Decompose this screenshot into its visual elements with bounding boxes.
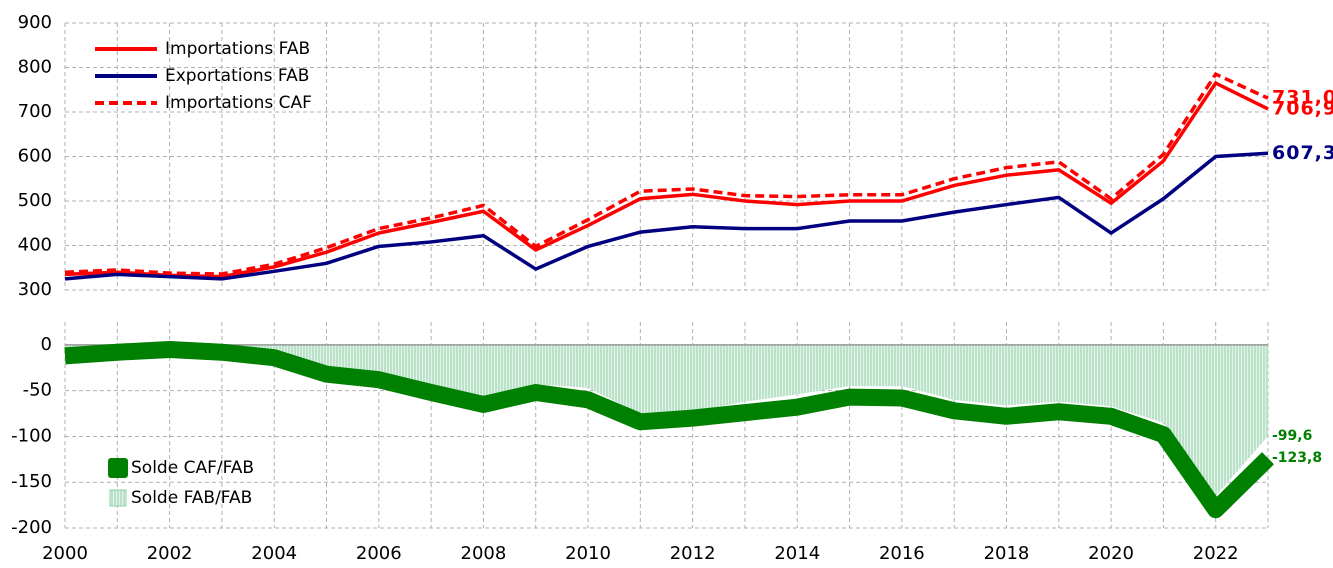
- x-tick-label: 2006: [356, 543, 402, 564]
- y-tick-label: 600: [18, 146, 52, 167]
- x-tick-label: 2022: [1193, 543, 1239, 564]
- y-tick-label: 0: [41, 334, 52, 355]
- legend-label: Solde FAB/FAB: [131, 488, 252, 508]
- line: [64, 80, 1269, 279]
- value-label: 731,0: [1272, 87, 1333, 109]
- y-tick-label: -200: [11, 517, 52, 538]
- y-tick-label: 500: [18, 190, 52, 211]
- y-tick-label: -100: [11, 425, 52, 446]
- x-tick-label: 2008: [461, 543, 507, 564]
- y-tick-label: 700: [18, 101, 52, 122]
- x-tick-label: 2002: [147, 543, 193, 564]
- legend-label: Importations CAF: [165, 93, 312, 113]
- y-tick-label: 800: [18, 57, 52, 78]
- line: [64, 71, 1269, 276]
- line: [64, 151, 1269, 281]
- y-tick-label: 300: [18, 279, 52, 300]
- x-tick-label: 2012: [670, 543, 716, 564]
- x-tick-label: 2010: [565, 543, 611, 564]
- y-tick-label: 900: [18, 12, 52, 33]
- y-tick-label: -50: [23, 380, 52, 401]
- legend-symbol: [108, 458, 128, 478]
- x-tick-label: 2004: [251, 543, 297, 564]
- legend-label: Solde CAF/FAB: [131, 458, 254, 478]
- x-tick-label: 2014: [774, 543, 820, 564]
- x-tick-label: 2018: [984, 543, 1030, 564]
- value-label: -99,6: [1272, 428, 1312, 444]
- legend-label: Exportations FAB: [165, 66, 309, 86]
- value-label: 706,9: [1272, 97, 1333, 119]
- x-tick-label: 2016: [879, 543, 925, 564]
- y-tick-label: -150: [11, 471, 52, 492]
- band-line: [64, 340, 1274, 519]
- legend-label: Importations FAB: [165, 39, 310, 59]
- value-label: -123,8: [1272, 450, 1322, 466]
- value-label: 607,3: [1272, 142, 1333, 164]
- y-tick-label: 400: [18, 235, 52, 256]
- x-tick-label: 2020: [1088, 543, 1134, 564]
- x-tick-label: 2000: [42, 543, 88, 564]
- area: [65, 344, 1268, 496]
- legend-symbol: [109, 489, 127, 507]
